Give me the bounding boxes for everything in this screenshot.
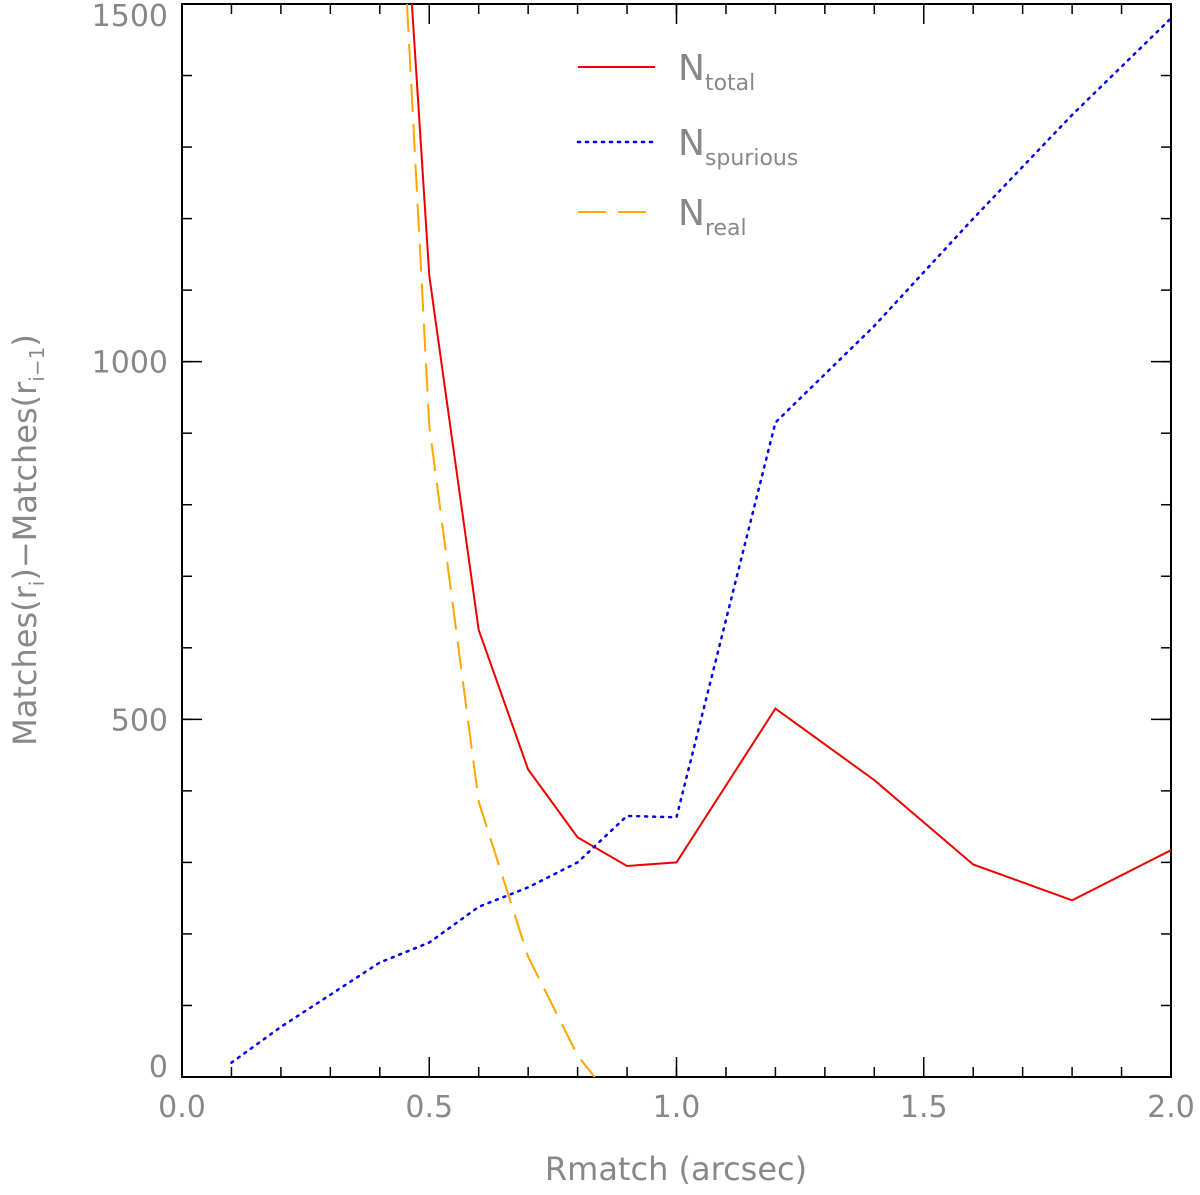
series-total-line [410, 4, 1171, 902]
series-real-line [406, 4, 596, 1077]
x-tick-label-4: 2.0 [1147, 1090, 1195, 1125]
y-tick-label-2: 1000 [92, 346, 168, 381]
x-tick-label-3: 1.5 [900, 1090, 948, 1125]
legend-label-spurious: Nspurious [678, 123, 798, 171]
y-axis: 0 500 1000 1500 [92, 0, 1171, 1085]
y-tick-label-0: 0 [149, 1050, 168, 1085]
legend-label-total: Ntotal [678, 48, 755, 96]
y-tick-label-3: 1500 [92, 0, 168, 34]
legend-label-real: Nreal [678, 193, 747, 241]
series-layer [230, 4, 1171, 1077]
x-tick-label-1: 0.5 [405, 1090, 453, 1125]
series-spurious-line [230, 17, 1171, 1064]
x-tick-label-2: 1.0 [653, 1090, 701, 1125]
minor-ticks [181, 3, 1172, 1078]
plot-frame [181, 3, 1172, 1078]
legend: Ntotal Nspurious Nreal [576, 48, 798, 241]
y-axis-title: Matches(ri)−Matches(ri−1) [6, 334, 49, 746]
x-axis: 0.0 0.5 1.0 1.5 2.0 [158, 4, 1195, 1125]
x-axis-title: Rmatch (arcsec) [545, 1150, 807, 1188]
x-tick-label-0: 0.0 [158, 1090, 206, 1125]
y-tick-label-1: 500 [111, 703, 168, 738]
